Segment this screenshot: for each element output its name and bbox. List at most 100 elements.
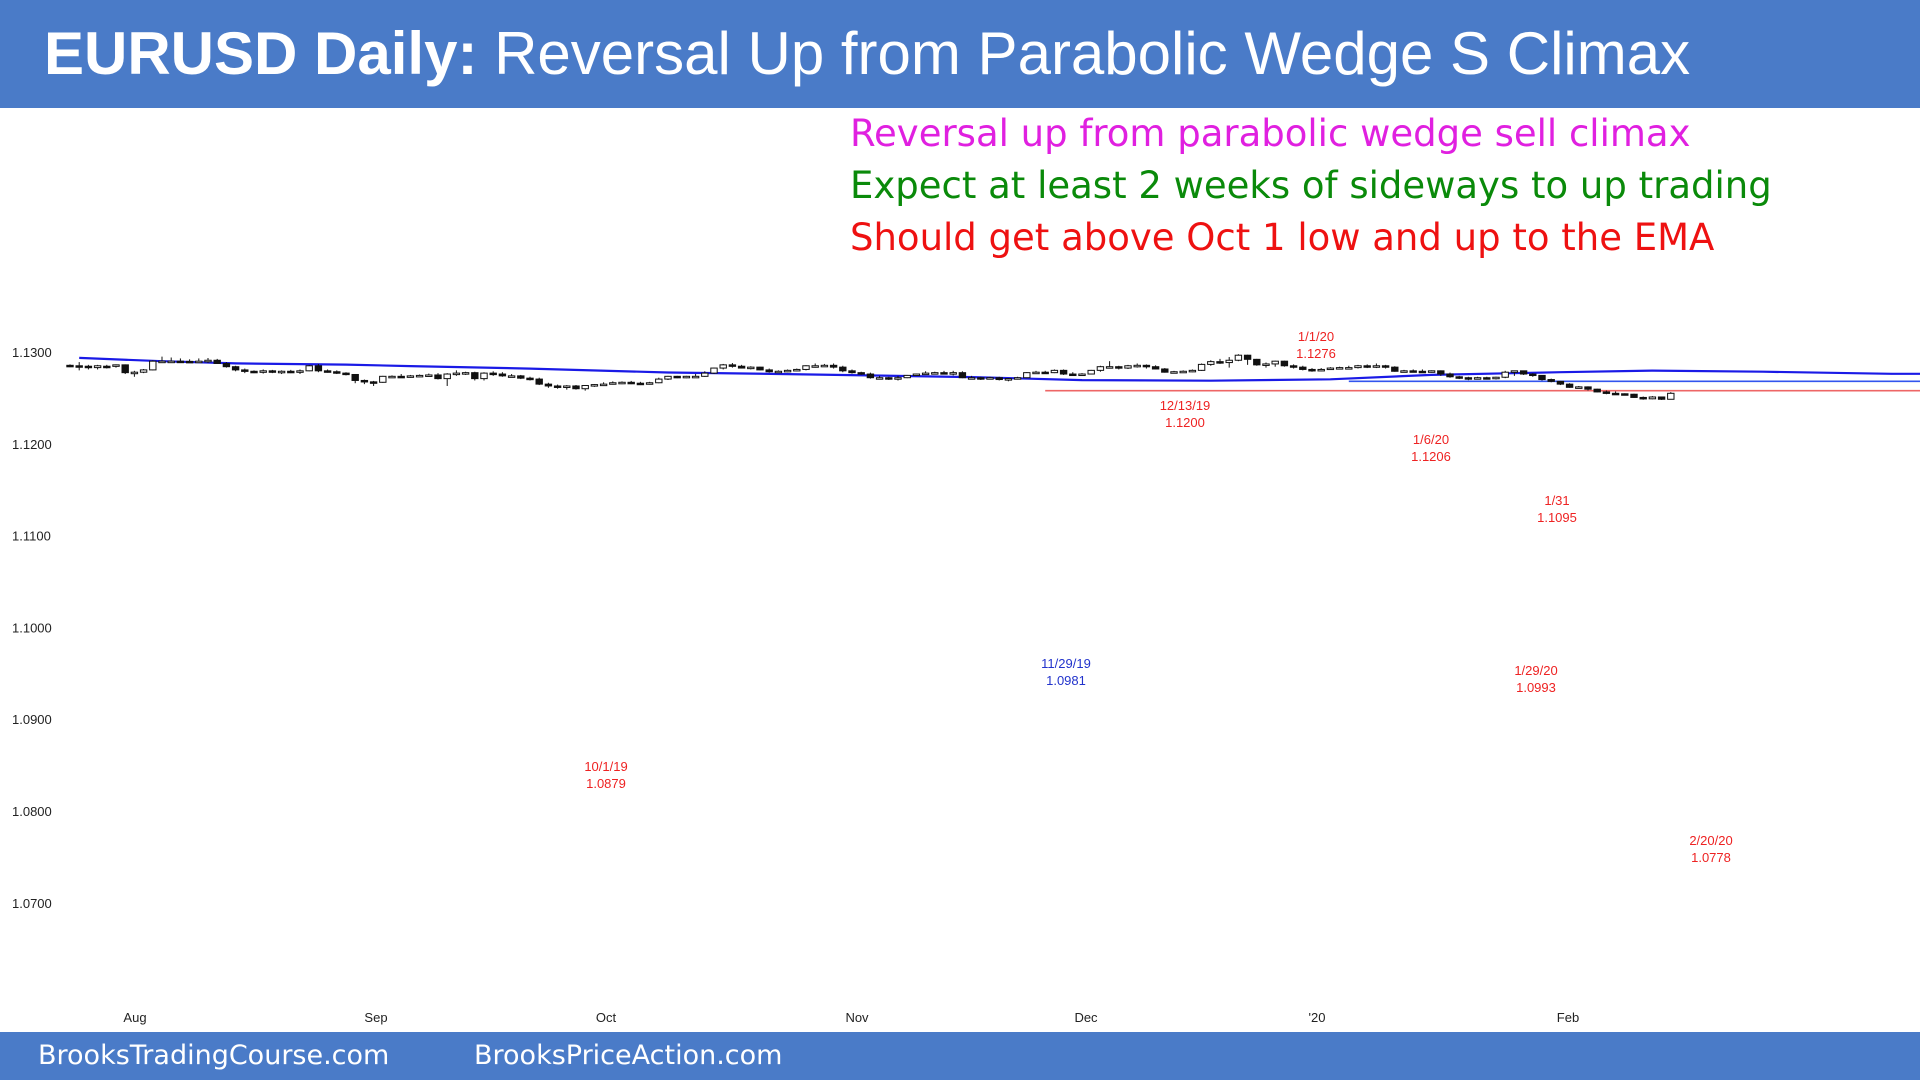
candle-body — [977, 377, 985, 380]
candle-body — [1096, 366, 1105, 371]
candle-body — [802, 365, 810, 370]
candle-body — [1446, 373, 1454, 378]
annotation-price: 1.1200 — [1165, 415, 1205, 430]
candle-body — [765, 369, 773, 373]
candle-body — [517, 375, 525, 379]
title-bar — [0, 0, 1920, 108]
candle-body — [388, 375, 396, 379]
candle-body — [618, 381, 626, 385]
candle-body — [1400, 370, 1408, 373]
candle-body — [480, 372, 488, 380]
annotation-price: 1.0981 — [1046, 673, 1086, 688]
candle-body — [655, 378, 663, 384]
candle-body — [691, 375, 700, 379]
annotation-date: 2/20/20 — [1689, 833, 1732, 848]
candle-body — [333, 371, 341, 374]
candle-body — [314, 365, 323, 372]
candle-body — [820, 364, 829, 368]
candle-body — [645, 382, 654, 385]
x-tick-label: '20 — [1309, 1010, 1326, 1025]
x-tick-label: Dec — [1074, 1010, 1098, 1025]
candle-body — [287, 370, 295, 374]
title-rest: Reversal Up from Parabolic Wedge S Clima… — [477, 20, 1691, 87]
candle-body — [1492, 376, 1500, 380]
candle-body — [1078, 373, 1086, 377]
candle-body — [204, 359, 212, 363]
candle-body — [176, 360, 185, 364]
candle-body — [1529, 373, 1537, 377]
candle-body — [1575, 386, 1583, 389]
candle-body — [1023, 372, 1031, 379]
candle-body — [1041, 371, 1049, 375]
candle-body — [1299, 366, 1307, 370]
candle-body — [526, 377, 534, 381]
candle-body — [563, 385, 571, 388]
candle-body — [1142, 364, 1151, 368]
candle-body — [149, 360, 157, 371]
candle-body — [139, 369, 148, 373]
candle-body — [1161, 368, 1169, 373]
candle-body — [425, 374, 433, 377]
candle-body — [1639, 396, 1647, 400]
candle-body — [213, 359, 221, 364]
candle-body — [1262, 363, 1270, 366]
candle-body — [1059, 369, 1068, 375]
candle-body — [1409, 370, 1417, 373]
note-line-1: Reversal up from parabolic wedge sell cl… — [850, 112, 1691, 155]
candle-body — [471, 372, 479, 380]
candle-body — [811, 365, 819, 368]
footer-right-link[interactable]: BrooksPriceAction.com — [474, 1040, 783, 1071]
candle-body — [379, 375, 387, 383]
candle-body — [986, 377, 994, 380]
candle-body — [1630, 393, 1638, 398]
candle-body — [664, 375, 672, 380]
candle-body — [167, 360, 175, 364]
candle-body — [1050, 369, 1059, 374]
candle-body — [1657, 396, 1666, 400]
candle-body — [1225, 359, 1233, 364]
candle-body — [1391, 366, 1399, 372]
candle-body — [609, 382, 617, 385]
annotation-price: 1.1095 — [1537, 510, 1577, 525]
candle-body — [1427, 370, 1436, 373]
candle-body — [360, 379, 369, 383]
candle-body — [737, 365, 746, 369]
candle-body — [1069, 373, 1077, 377]
x-tick-label: Nov — [845, 1010, 869, 1025]
candle-body — [912, 373, 921, 377]
annotation-price: 1.0778 — [1691, 850, 1731, 865]
candle-body — [719, 364, 727, 369]
candle-body — [1004, 378, 1013, 381]
candle-body — [1418, 370, 1427, 374]
candle-body — [1013, 377, 1022, 380]
y-tick-label: 1.0700 — [12, 896, 52, 911]
candle-body — [1667, 392, 1675, 400]
candle-body — [1271, 360, 1279, 365]
candle-body — [1648, 396, 1657, 400]
candle-body — [590, 384, 599, 387]
annotation-price: 1.0993 — [1516, 680, 1556, 695]
candle-body — [1584, 386, 1592, 390]
footer-left-link[interactable]: BrooksTradingCourse.com — [38, 1040, 390, 1071]
candle-body — [342, 372, 350, 376]
candle-body — [130, 371, 139, 375]
candle-body — [682, 375, 691, 379]
annotation-date: 11/29/19 — [1041, 656, 1091, 671]
annotation-date: 12/13/19 — [1160, 398, 1211, 413]
candle-body — [866, 373, 875, 379]
candle-body — [277, 370, 286, 374]
candle-body — [351, 373, 359, 381]
candle-body — [489, 372, 497, 376]
candle-body — [1611, 392, 1620, 396]
x-tick-label: Feb — [1557, 1010, 1579, 1025]
page-title: EURUSD Daily: Reversal Up from Parabolic… — [44, 18, 1690, 90]
y-tick-label: 1.0800 — [12, 804, 52, 819]
y-tick-label: 1.1300 — [12, 345, 52, 360]
candle-body — [415, 374, 424, 378]
candle-body — [1032, 371, 1040, 375]
candle-body — [921, 372, 930, 376]
candle-body — [995, 377, 1003, 381]
x-tick-label: Aug — [123, 1010, 146, 1025]
annotation-date: 1/29/20 — [1514, 663, 1557, 678]
x-tick-label: Sep — [364, 1010, 387, 1025]
